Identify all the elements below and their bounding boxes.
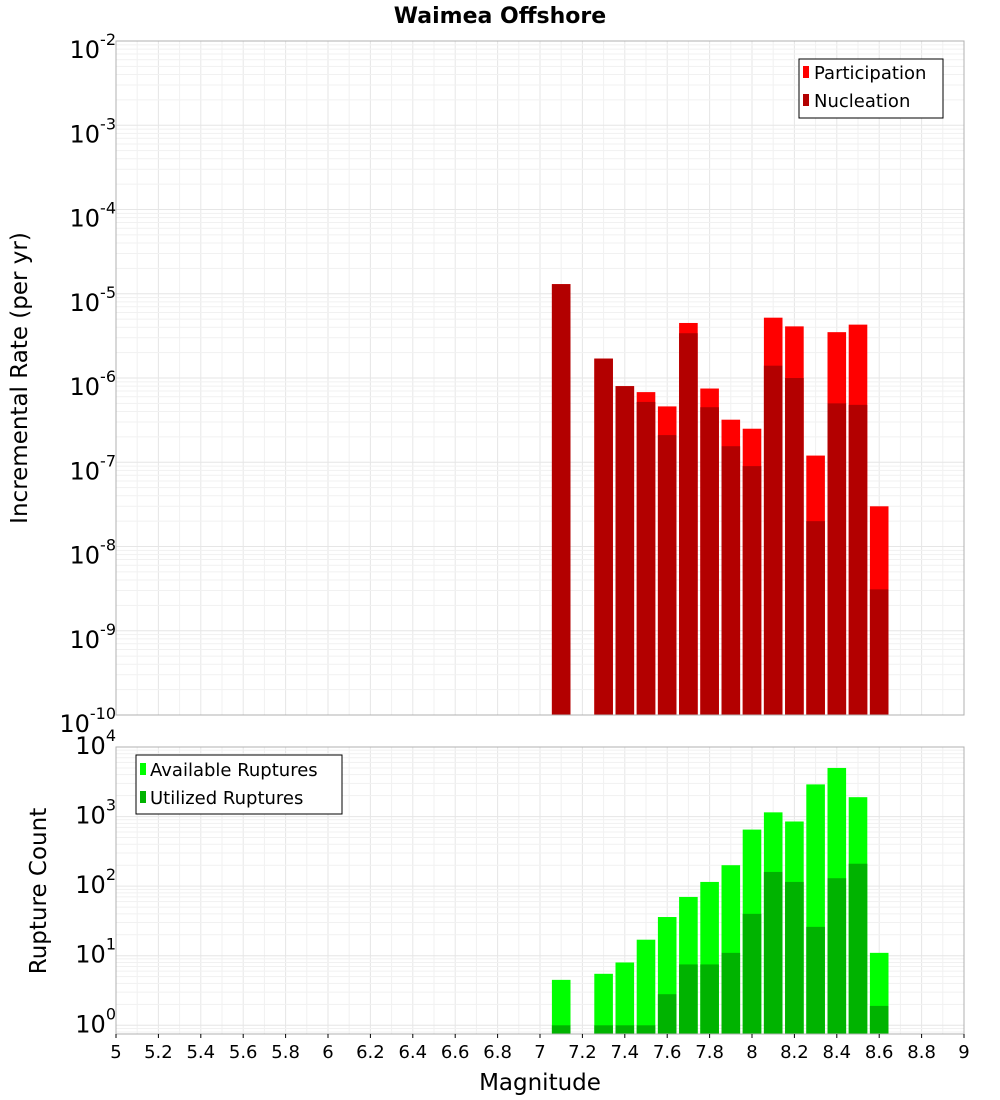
count-available-ruptures-bar — [615, 962, 635, 1034]
count-utilized-ruptures-bar — [700, 964, 719, 1034]
rate-nucleation-bar — [848, 404, 868, 715]
rate-nucleation-bar — [827, 403, 847, 715]
count-utilized-ruptures-bar — [679, 964, 698, 1034]
x-tick-label: 5.8 — [271, 1042, 300, 1063]
rate-bars — [551, 284, 889, 715]
x-tick-label: 5.2 — [144, 1042, 173, 1063]
x-tick-label: 6.4 — [398, 1042, 427, 1063]
rate-y-tick-label: 10-3 — [70, 114, 117, 148]
rate-nucleation-bar — [806, 521, 825, 715]
count-panel: 100 101 102 103 104 Rupture Count Available … — [26, 726, 965, 1038]
count-available-ruptures-bar — [636, 939, 656, 1034]
count-utilized-ruptures-bar — [742, 913, 762, 1034]
rate-legend: Participation Nucleation — [798, 58, 944, 119]
rate-nucleation-bar — [700, 407, 719, 715]
count-utilized-ruptures-bar — [721, 952, 741, 1034]
x-tick-label: 7.6 — [653, 1042, 682, 1063]
rate-nucleation-bar — [679, 333, 698, 715]
rate-y-tick-label: 10-10 — [59, 704, 116, 738]
rate-y-tick-label: 10-9 — [70, 620, 117, 654]
nucleation-legend-swatch — [803, 94, 809, 106]
rate-grid — [115, 41, 965, 716]
x-tick-label: 8.8 — [907, 1042, 936, 1063]
participation-legend-label: Participation — [814, 63, 926, 84]
x-tick-label: 5 — [110, 1042, 121, 1063]
utilized-legend-swatch — [140, 791, 146, 803]
x-tick-label: 9 — [958, 1042, 969, 1063]
rate-y-tick-label: 10-6 — [70, 367, 117, 401]
x-tick-label: 7.8 — [695, 1042, 724, 1063]
count-utilized-ruptures-bar — [785, 881, 804, 1034]
x-tick-label: 8.2 — [780, 1042, 809, 1063]
rate-nucleation-bar — [636, 401, 656, 715]
rate-nucleation-bar — [594, 358, 613, 715]
rate-y-tick-label: 10-2 — [70, 30, 117, 64]
rate-nucleation-bar — [785, 378, 804, 715]
count-bars — [551, 767, 889, 1034]
count-utilized-ruptures-bar — [763, 871, 783, 1034]
rate-nucleation-bar — [721, 446, 741, 715]
x-tick-label: 7.2 — [568, 1042, 597, 1063]
participation-legend-swatch — [803, 66, 809, 78]
rate-y-tick-label: 10-8 — [70, 536, 117, 570]
count-utilized-ruptures-bar — [594, 1025, 613, 1034]
x-tick-label: 5.4 — [186, 1042, 215, 1063]
count-y-tick-label: 102 — [75, 865, 116, 899]
rate-nucleation-bar — [657, 435, 677, 715]
rate-nucleation-bar — [763, 365, 783, 715]
nucleation-legend-label: Nucleation — [814, 91, 910, 112]
count-y-tick-label: 104 — [75, 726, 116, 760]
x-tick-label: 8 — [746, 1042, 757, 1063]
count-utilized-ruptures-bar — [827, 878, 847, 1034]
count-utilized-ruptures-bar — [551, 1025, 571, 1034]
count-utilized-ruptures-bar — [657, 994, 677, 1034]
x-tick-label: 7 — [534, 1042, 545, 1063]
rate-y-ticks: 10-10 10-9 10-8 10-7 10-6 10-5 10-4 10-3 10-2 — [59, 30, 116, 738]
x-tick-label: 7.4 — [610, 1042, 639, 1063]
rate-y-tick-label: 10-4 — [70, 199, 117, 233]
count-legend: Available Ruptures Utilized Ruptures — [135, 754, 343, 815]
count-y-tick-label: 103 — [75, 796, 116, 830]
available-legend-swatch — [140, 763, 146, 775]
rate-y-tick-label: 10-5 — [70, 283, 117, 317]
count-utilized-ruptures-bar — [806, 926, 825, 1034]
rate-y-tick-label: 10-7 — [70, 451, 117, 485]
x-axis-label: Magnitude — [479, 1070, 601, 1096]
count-utilized-ruptures-bar — [848, 863, 868, 1034]
rate-nucleation-bar — [551, 284, 571, 715]
x-tick-label: 6 — [322, 1042, 333, 1063]
count-available-ruptures-bar — [551, 979, 571, 1034]
count-y-ticks: 100 101 102 103 104 — [75, 726, 116, 1038]
rate-nucleation-bar — [615, 386, 635, 715]
count-available-ruptures-bar — [594, 973, 613, 1034]
available-legend-label: Available Ruptures — [150, 760, 318, 781]
rate-legend-box — [798, 58, 944, 119]
x-tick-label: 6.6 — [441, 1042, 470, 1063]
count-utilized-ruptures-bar — [869, 1005, 889, 1034]
x-tick-label: 8.4 — [822, 1042, 851, 1063]
rate-nucleation-bar — [742, 466, 762, 715]
utilized-legend-label: Utilized Ruptures — [150, 788, 303, 809]
x-tick-label: 8.6 — [865, 1042, 894, 1063]
rate-panel: 10-10 10-9 10-8 10-7 10-6 10-5 10-4 10-3 10-2 In… — [7, 30, 965, 738]
count-y-axis-label: Rupture Count — [26, 808, 52, 974]
x-tick-label: 6.2 — [356, 1042, 385, 1063]
count-legend-box — [135, 754, 343, 815]
rate-plot-border — [115, 40, 965, 716]
x-tick-label: 6.8 — [483, 1042, 512, 1063]
count-y-tick-label: 101 — [75, 935, 116, 969]
count-utilized-ruptures-bar — [615, 1025, 635, 1034]
chart-title: Waimea Offshore — [394, 4, 606, 29]
x-tick-label: 5.6 — [229, 1042, 258, 1063]
x-axis-ticks: 5 5.2 5.4 5.6 5.8 6 6.2 6.4 6.6 6.8 7 7.2 7.4 7.6 7.8 8… — [110, 1034, 970, 1063]
rate-nucleation-bar — [869, 589, 889, 715]
count-utilized-ruptures-bar — [636, 1025, 656, 1034]
rate-y-axis-label: Incremental Rate (per yr) — [7, 232, 33, 524]
count-y-tick-label: 100 — [75, 1004, 116, 1038]
